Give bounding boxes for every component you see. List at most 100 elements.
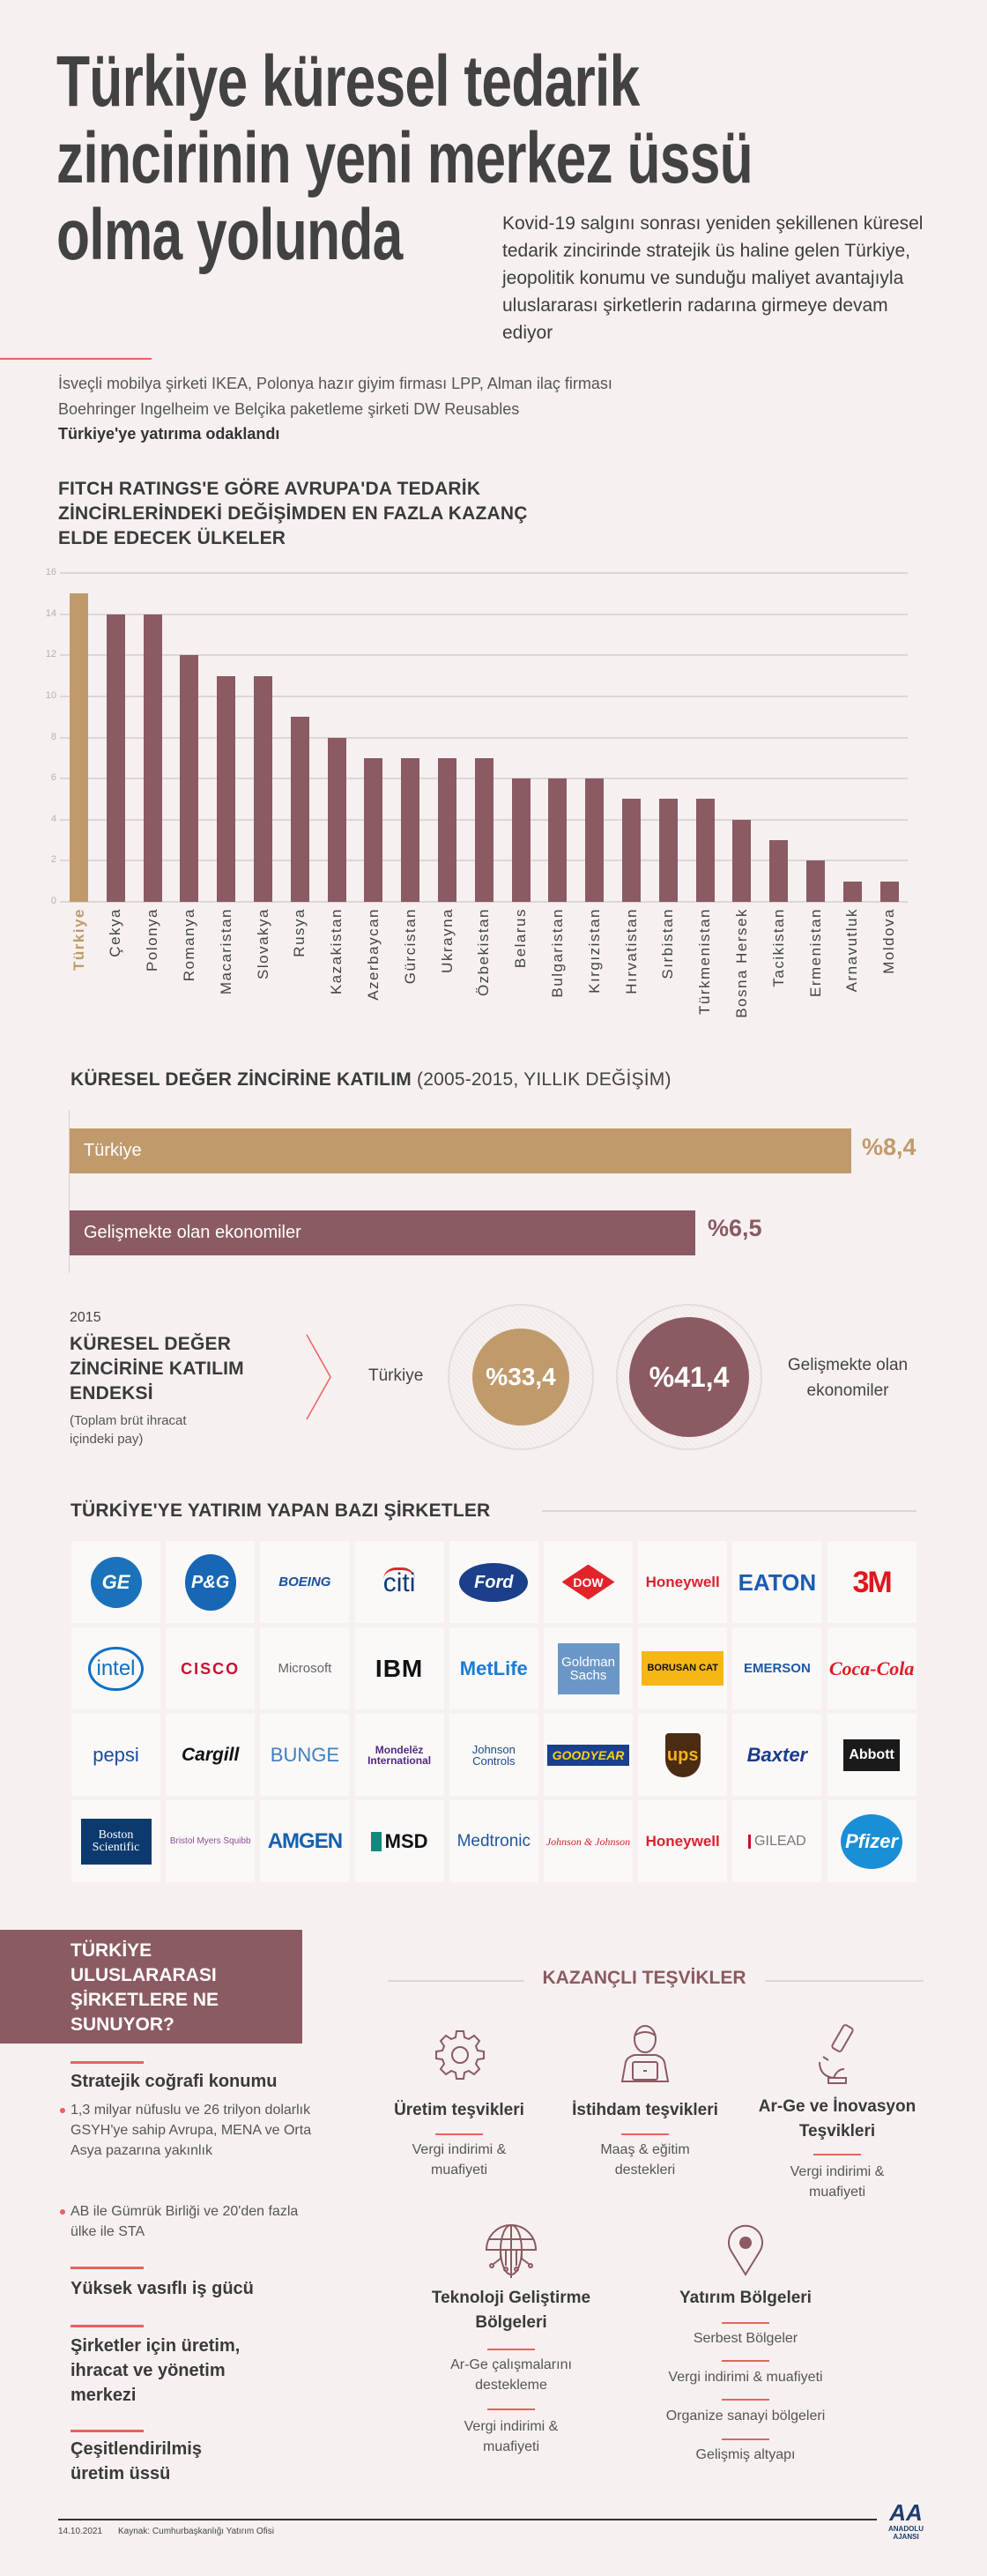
footer-line	[58, 2519, 877, 2520]
divider	[722, 2322, 769, 2324]
divider	[621, 2133, 669, 2135]
incentive-detail: Gelişmiş altyapı	[695, 2447, 796, 2462]
x-tick-label: Türkiye	[70, 908, 87, 971]
logo-cell: IBM	[354, 1627, 444, 1709]
x-tick-label: Azerbaycan	[364, 908, 382, 1001]
divider	[70, 2061, 144, 2064]
bar-azerbaycan	[364, 757, 383, 902]
company-logo: Goldman Sachs	[557, 1642, 620, 1694]
logo-cell: BOEING	[260, 1541, 350, 1623]
divider	[487, 2349, 535, 2350]
company-logo: DOW	[561, 1564, 615, 1600]
bar-gürcistan	[401, 757, 420, 902]
headline-line-2: zincirinin yeni merkez üssü	[56, 118, 753, 198]
logo-cell: citi	[354, 1541, 444, 1623]
participation-title: KÜRESEL DEĞER ZİNCİRİNE KATILIM (2005-20…	[70, 1068, 672, 1092]
company-logo: BORUSAN CAT	[642, 1651, 724, 1686]
title-light: (2005-2015, YILLIK DEĞİŞİM)	[417, 1069, 672, 1090]
chart-title-line: ZİNCİRLERİNDEKİ DEĞİŞİMDEN EN FAZLA KAZA…	[58, 503, 528, 524]
divider	[765, 1980, 924, 1982]
bar-çekya	[106, 614, 125, 902]
offers-box-line: ŞİRKETLERE NE	[70, 1990, 219, 2010]
offer-bullet: 1,3 milyar nüfuslu ve 26 trilyon dolarlı…	[70, 2103, 312, 2158]
headline-line-1: Türkiye küresel tedarik	[56, 41, 640, 122]
y-tick-label: 14	[45, 607, 56, 619]
logo-cell: pepsi	[71, 1714, 160, 1796]
logo-cell: Honeywell	[638, 1800, 728, 1882]
logo-cell: Microsoft	[260, 1627, 350, 1709]
bar-özbekistan	[474, 757, 494, 902]
x-tick-label: Ermenistan	[806, 908, 824, 997]
x-tick-label: Çekya	[107, 908, 124, 957]
divider	[542, 1510, 916, 1512]
offers-box-line: SUNUYOR?	[70, 2014, 174, 2035]
logo-cell: MetLife	[449, 1627, 538, 1709]
company-logo: Boston Scientific	[80, 1818, 152, 1865]
value-turkiye: %8,4	[862, 1134, 916, 1160]
company-logo: CISCO	[181, 1659, 241, 1678]
logo-cell: AMGEN	[260, 1800, 350, 1882]
value-circle-turkiye: %33,4	[472, 1329, 569, 1426]
x-tick-label: Belarus	[512, 908, 530, 969]
logo-text: ANADOLU AJANSI	[888, 2525, 924, 2541]
logo-cell: DOW	[544, 1541, 633, 1623]
incentive-heading: Üretim teşvikleri	[394, 2101, 524, 2119]
logo-cell: Ford	[449, 1541, 538, 1623]
bar-developing: Gelişmekte olan ekonomiler	[70, 1210, 695, 1255]
y-tick-label: 10	[45, 689, 56, 701]
company-logo: P&G	[184, 1553, 236, 1611]
subtitle-line: içindeki pay)	[70, 1432, 144, 1447]
divider	[722, 2360, 769, 2362]
anadolu-logo: AA ANADOLU AJANSI	[877, 2500, 935, 2541]
map-pin-icon	[728, 2224, 763, 2276]
company-logo: Johnson & Johnson	[545, 1835, 631, 1848]
company-logo: GE	[90, 1556, 142, 1608]
offer-heading: Şirketler için üretim, ihracat ve yöneti…	[70, 2336, 241, 2405]
offers-box-line: TÜRKİYE	[70, 1940, 152, 1961]
x-tick-label: Romanya	[180, 908, 197, 982]
gridline	[60, 572, 908, 574]
bar-ermenistan	[806, 860, 825, 902]
incentive-detail: Ar-Ge çalışmalarını destekleme	[450, 2357, 572, 2393]
company-logo: AMGEN	[267, 1828, 343, 1853]
company-logo: Coca-Cola	[828, 1657, 915, 1679]
chart-title-line: ELDE EDECEK ÜLKELER	[58, 528, 286, 548]
bullet-icon	[60, 2108, 65, 2113]
label-line: ekonomiler	[806, 1381, 889, 1400]
logo-cell: Abbott	[827, 1714, 916, 1796]
index-label-turkiye: Türkiye	[368, 1366, 424, 1385]
axis-line	[69, 1110, 70, 1273]
x-tick-label: Arnavutluk	[843, 908, 861, 993]
offer-bullet: AB ile Gümrük Birliği ve 20'den fazla ül…	[70, 2204, 299, 2239]
divider	[0, 358, 152, 360]
bar-türkiye	[70, 593, 88, 902]
intro-paragraph: İsveçli mobilya şirketi IKEA, Polonya ha…	[58, 371, 763, 447]
x-tick-label: Rusya	[291, 908, 308, 957]
globe-circuit-icon	[485, 2224, 538, 2278]
divider	[813, 2154, 861, 2155]
gridline	[60, 613, 908, 615]
incentive-heading: İstihdam teşvikleri	[572, 2101, 718, 2119]
logo-cell: 3M	[827, 1541, 916, 1623]
divider	[70, 2325, 144, 2327]
logo-cell: MSD	[354, 1800, 444, 1882]
offer-heading: Çeşitlendirilmiş üretim üssü	[70, 2439, 202, 2483]
offers-box-line: ULUSLARARASI	[70, 1965, 217, 1985]
logo-cell: Cargill	[166, 1714, 256, 1796]
headline-line-3: olma yolunda	[56, 195, 403, 275]
y-tick-label: 4	[50, 813, 56, 824]
company-logo: MetLife	[459, 1657, 528, 1679]
company-logo: ups	[664, 1732, 701, 1777]
company-logo: Ford	[459, 1562, 529, 1602]
x-tick-label: Slovakya	[254, 908, 271, 979]
logo-cell: BORUSAN CAT	[638, 1627, 728, 1709]
value-developing: %6,5	[708, 1215, 762, 1241]
bar-label: Türkiye	[84, 1141, 142, 1160]
incentive-detail: Vergi indirimi & muafiyeti	[464, 2419, 559, 2454]
index-year: 2015	[70, 1310, 101, 1325]
bar-macaristan	[217, 675, 236, 902]
x-tick-label: Ukrayna	[438, 908, 456, 973]
logo-cell: Honeywell	[638, 1541, 728, 1623]
bar-romanya	[180, 655, 199, 902]
x-tick-label: Tacikistan	[769, 908, 787, 987]
